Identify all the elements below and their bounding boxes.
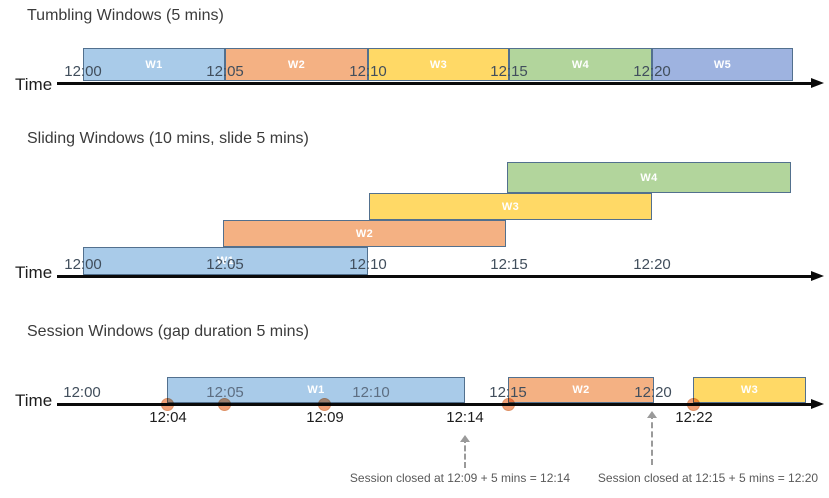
sliding-time-axis [57,271,824,281]
window-label: W3 [429,58,448,71]
session-event-dot-0 [161,398,174,411]
session-event-dot-4 [687,398,700,411]
tumbling-time-axis [57,78,824,88]
session-event-time-1214: 12:14 [446,409,484,426]
window-label: W5 [713,58,732,71]
axis-arrow-icon [811,399,824,409]
window-label: W2 [287,58,306,71]
sliding-section-title: Sliding Windows (10 mins, slide 5 mins) [27,130,309,147]
sliding-tick-1215: 12:15 [490,256,528,273]
session-tick-1220: 12:20 [634,384,672,401]
window-label: W3 [740,384,759,396]
axis-arrow-icon [811,78,824,88]
window-label: W1 [216,255,235,267]
session-window-w3: W3 [693,377,806,403]
sliding-tick-1210: 12:10 [349,256,387,273]
window-label: W4 [571,58,590,71]
sliding-tick-1220: 12:20 [633,256,671,273]
session-tick-1210: 12:10 [352,384,390,401]
window-label: W2 [355,227,374,240]
session-event-dot-1 [218,398,231,411]
session-close-annotation-1: Session closed at 12:15 + 5 mins = 12:20 [597,471,819,485]
arrow-head-icon [647,411,657,418]
session-window-w1: W1 [167,377,465,403]
tumbling-tick-1220: 12:20 [633,63,671,80]
tumbling-tick-1205: 12:05 [206,63,244,80]
tumbling-tick-1200: 12:00 [64,63,102,80]
session-time-axis-label: Time [15,391,53,410]
session-window-w2: W2 [508,377,654,403]
session-time-axis [57,399,824,409]
sliding-window-w4: W4 [507,162,791,193]
window-label: W3 [501,200,520,213]
window-label: W4 [640,171,658,184]
session-section-title: Session Windows (gap duration 5 mins) [27,323,309,340]
sliding-time-axis-label: Time [15,263,53,282]
sliding-window-w2: W2 [223,220,506,247]
session-event-time-1222: 12:22 [675,409,713,426]
session-tick-1205: 12:05 [206,384,244,401]
sliding-window-w1: W1 [83,247,368,275]
session-close-arrow-icon-0 [460,435,470,468]
window-label: W1 [145,58,163,71]
tumbling-section-title: Tumbling Windows (5 mins) [27,7,224,24]
tumbling-tick-1210: 12:10 [349,63,387,80]
tumbling-window-w4: W4 [509,48,652,81]
session-tick-1215: 12:15 [489,384,527,401]
window-label: W2 [572,384,590,396]
tumbling-window-w2: W2 [225,48,368,81]
window-label: W1 [307,384,325,396]
session-event-dot-3 [502,398,515,411]
tumbling-time-axis-label: Time [15,75,53,94]
sliding-tick-1200: 12:00 [64,256,102,273]
tumbling-window-w3: W3 [368,48,509,81]
session-tick-1200: 12:00 [63,384,101,401]
session-event-time-1209: 12:09 [306,409,344,426]
session-close-annotation-0: Session closed at 12:09 + 5 mins = 12:14 [349,471,571,485]
tumbling-window-w1: W1 [83,48,225,81]
sliding-tick-1205: 12:05 [206,256,244,273]
arrow-head-icon [460,435,470,442]
session-event-time-1204: 12:04 [149,409,187,426]
sliding-window-w3: W3 [369,193,652,220]
tumbling-tick-1215: 12:15 [490,63,528,80]
axis-arrow-icon [811,271,824,281]
session-event-dot-2 [318,398,331,411]
tumbling-window-w5: W5 [652,48,793,81]
session-close-arrow-icon-1 [647,411,657,465]
